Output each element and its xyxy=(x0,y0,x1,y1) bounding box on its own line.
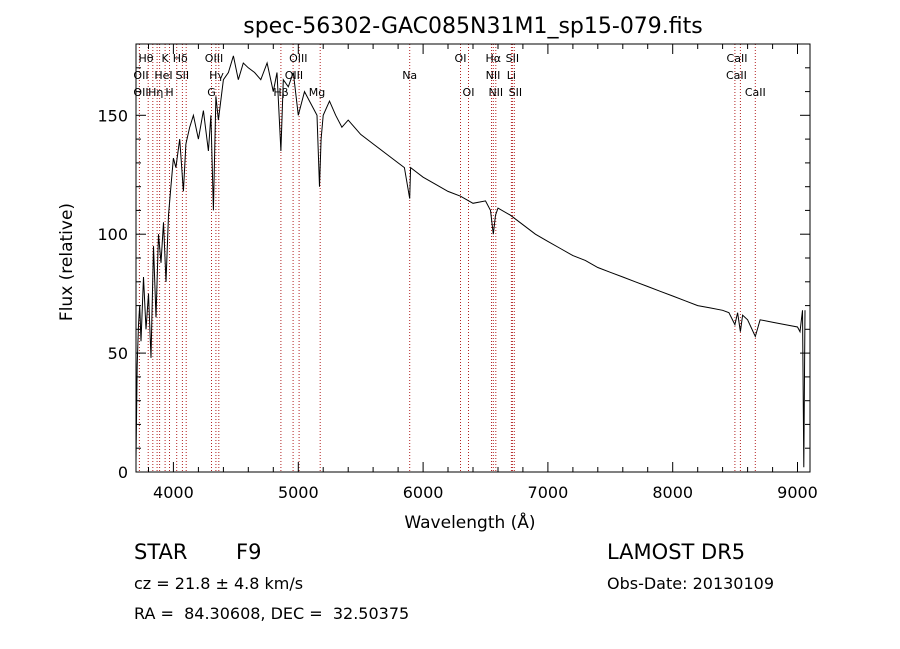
line-label: Na xyxy=(402,69,417,82)
line-label: SII xyxy=(509,86,522,99)
line-label: CaII xyxy=(726,69,747,82)
coordinates: RA = 84.30608, DEC = 32.50375 xyxy=(134,604,410,623)
line-label: OI xyxy=(463,86,475,99)
line-label: SII xyxy=(506,52,519,65)
line-label: Hδ xyxy=(173,52,188,65)
line-label: OII xyxy=(133,69,148,82)
line-label: H xyxy=(165,86,173,99)
line-label: OIII xyxy=(289,52,307,65)
line-label: OII xyxy=(133,86,148,99)
x-axis-label: Wavelength (Å) xyxy=(404,511,535,533)
x-tick-label: 9000 xyxy=(777,483,818,502)
y-tick-label: 150 xyxy=(97,106,128,125)
y-axis-label: Flux (relative) xyxy=(57,203,77,321)
line-label: Mg xyxy=(309,86,325,99)
y-axis: 0 50 100 150 xyxy=(97,67,810,482)
x-axis: 4000 5000 6000 7000 8000 9000 xyxy=(148,44,818,502)
line-label: K xyxy=(161,52,169,65)
x-tick-label: 8000 xyxy=(652,483,693,502)
spectral-line-markers xyxy=(138,44,756,472)
spectral-subclass: F9 xyxy=(236,540,262,564)
observation-date: Obs-Date: 20130109 xyxy=(607,574,775,593)
y-tick-label: 100 xyxy=(97,225,128,244)
line-label: Hθ xyxy=(138,52,153,65)
line-label: SII xyxy=(176,69,189,82)
chart-title: spec-56302-GAC085N31M1_sp15-079.fits xyxy=(243,14,703,39)
line-label: HeI xyxy=(154,69,172,82)
line-label: G xyxy=(207,86,216,99)
line-label: NII xyxy=(488,86,503,99)
survey-name: LAMOST DR5 xyxy=(607,540,746,564)
y-tick-label: 50 xyxy=(108,344,128,363)
line-label: OI xyxy=(455,52,467,65)
y-tick-label: 0 xyxy=(118,463,128,482)
line-label: Hγ xyxy=(209,69,224,82)
line-label: CaII xyxy=(727,52,748,65)
x-tick-label: 7000 xyxy=(528,483,569,502)
x-tick-label: 5000 xyxy=(278,483,319,502)
line-label: OIII xyxy=(205,52,223,65)
x-tick-label: 4000 xyxy=(153,483,194,502)
object-type: STAR xyxy=(134,540,188,564)
plot-frame xyxy=(135,43,811,473)
line-label: CaII xyxy=(745,86,766,99)
line-label: Li xyxy=(507,69,516,82)
line-label: Hβ xyxy=(273,86,288,99)
line-label: Hα xyxy=(486,52,502,65)
x-tick-label: 6000 xyxy=(403,483,444,502)
spectrum-series-line xyxy=(135,55,806,468)
line-label: Hη xyxy=(148,86,163,99)
redshift-value: cz = 21.8 ± 4.8 km/s xyxy=(134,574,304,593)
line-label: NII xyxy=(486,69,501,82)
